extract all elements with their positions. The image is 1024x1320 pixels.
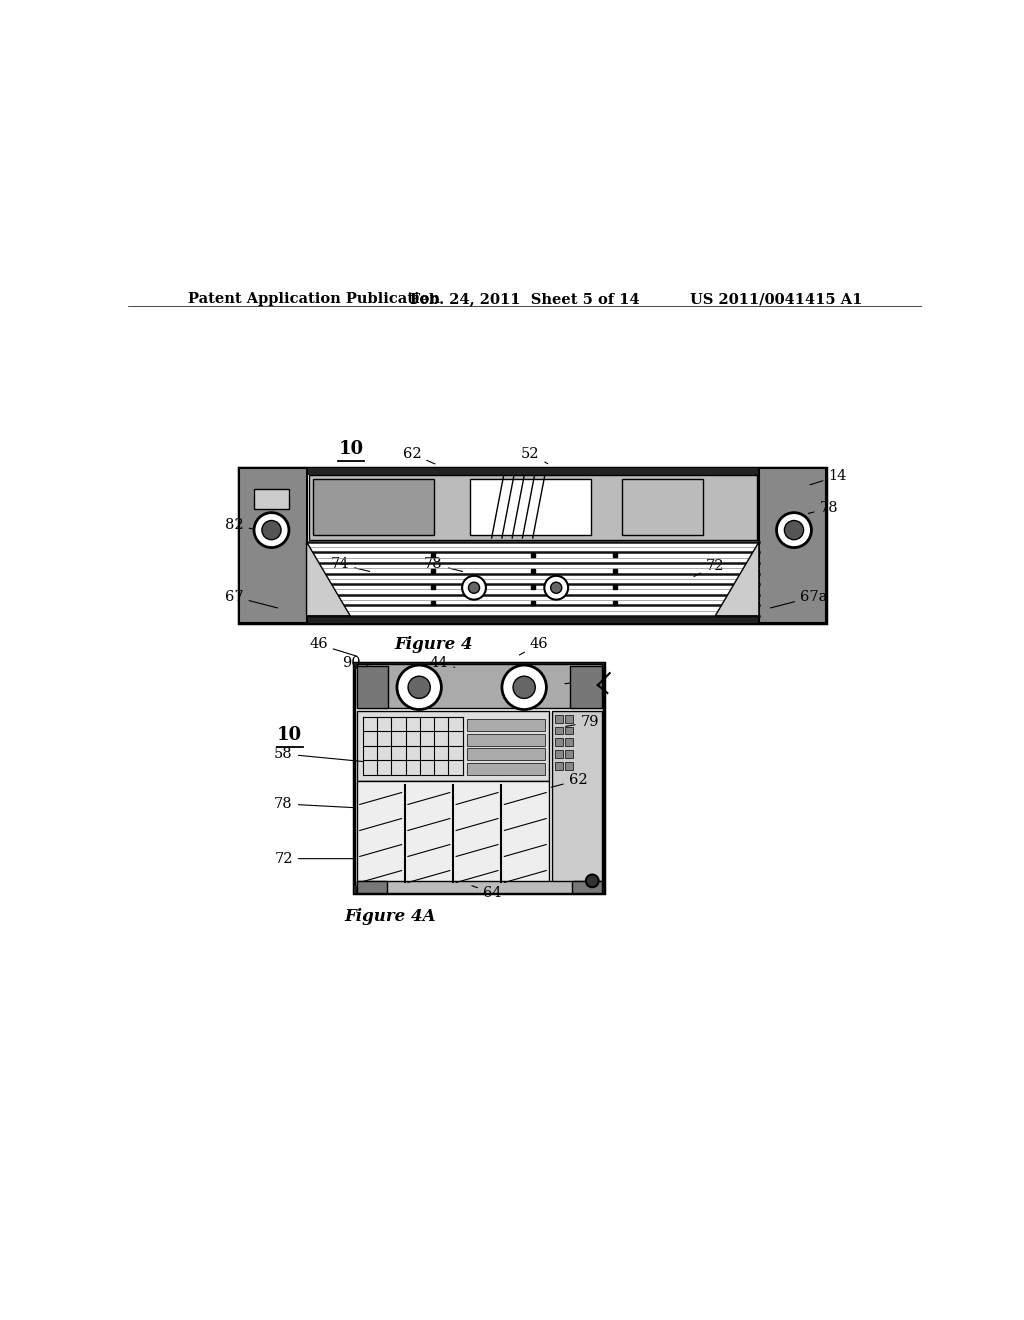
Bar bbox=[565, 750, 573, 758]
Circle shape bbox=[545, 576, 568, 599]
Text: 64: 64 bbox=[472, 886, 502, 900]
Text: 78: 78 bbox=[424, 557, 463, 572]
Text: 90: 90 bbox=[342, 656, 375, 669]
Text: 14: 14 bbox=[810, 469, 847, 484]
Bar bbox=[565, 726, 573, 734]
Text: Figure 4A: Figure 4A bbox=[344, 908, 435, 925]
Circle shape bbox=[586, 875, 599, 887]
Text: Patent Application Publication: Patent Application Publication bbox=[187, 292, 439, 306]
Bar bbox=[240, 469, 826, 623]
Bar bbox=[555, 738, 563, 746]
Text: 52: 52 bbox=[521, 447, 548, 463]
Text: 10: 10 bbox=[278, 726, 302, 743]
Circle shape bbox=[776, 512, 811, 548]
Text: 62: 62 bbox=[551, 774, 588, 787]
Bar bbox=[623, 479, 702, 535]
Bar bbox=[240, 469, 826, 475]
Bar bbox=[759, 469, 826, 623]
Bar bbox=[467, 719, 546, 731]
Bar bbox=[470, 479, 591, 535]
Text: Feb. 24, 2011  Sheet 5 of 14: Feb. 24, 2011 Sheet 5 of 14 bbox=[410, 292, 640, 306]
Text: 67: 67 bbox=[225, 590, 278, 609]
Text: 78: 78 bbox=[274, 797, 355, 810]
Bar bbox=[356, 664, 602, 708]
Text: 78: 78 bbox=[808, 500, 838, 515]
Text: 44: 44 bbox=[430, 656, 455, 669]
Text: 82: 82 bbox=[225, 519, 272, 533]
Bar bbox=[555, 726, 563, 734]
Bar bbox=[565, 738, 573, 746]
Circle shape bbox=[551, 582, 562, 593]
Circle shape bbox=[254, 512, 289, 548]
Text: 74: 74 bbox=[331, 557, 370, 572]
Bar bbox=[555, 714, 563, 722]
Text: 79: 79 bbox=[565, 715, 599, 729]
Bar bbox=[467, 734, 546, 746]
Bar bbox=[467, 763, 546, 775]
Circle shape bbox=[262, 520, 281, 540]
Polygon shape bbox=[306, 543, 350, 616]
Bar bbox=[356, 882, 387, 892]
Bar bbox=[354, 887, 604, 892]
Bar bbox=[313, 479, 434, 535]
Text: 58: 58 bbox=[274, 747, 364, 762]
Bar bbox=[565, 762, 573, 770]
Circle shape bbox=[408, 676, 430, 698]
Text: 10: 10 bbox=[338, 440, 364, 458]
Bar bbox=[555, 750, 563, 758]
Text: 72: 72 bbox=[694, 558, 725, 577]
Polygon shape bbox=[715, 543, 759, 616]
Text: 62: 62 bbox=[402, 447, 435, 463]
Circle shape bbox=[784, 520, 804, 540]
Circle shape bbox=[397, 665, 441, 710]
Bar bbox=[356, 710, 550, 781]
Bar bbox=[354, 663, 604, 669]
Bar bbox=[467, 748, 546, 760]
Text: 46: 46 bbox=[309, 638, 357, 656]
Circle shape bbox=[468, 582, 479, 593]
Circle shape bbox=[513, 676, 536, 698]
Bar bbox=[240, 469, 306, 623]
Bar bbox=[254, 488, 290, 508]
Text: 64: 64 bbox=[565, 675, 598, 688]
Bar bbox=[356, 882, 602, 892]
Circle shape bbox=[462, 576, 486, 599]
Bar bbox=[571, 882, 602, 892]
Bar bbox=[552, 710, 602, 887]
Bar bbox=[555, 762, 563, 770]
Bar bbox=[356, 781, 550, 887]
Bar bbox=[354, 663, 604, 892]
Text: Figure 4: Figure 4 bbox=[394, 636, 473, 653]
Text: US 2011/0041415 A1: US 2011/0041415 A1 bbox=[690, 292, 862, 306]
Text: 67a: 67a bbox=[770, 590, 827, 609]
Text: 46: 46 bbox=[519, 638, 549, 655]
Bar bbox=[309, 475, 757, 540]
Bar bbox=[570, 665, 602, 708]
Bar bbox=[356, 665, 388, 708]
Circle shape bbox=[502, 665, 547, 710]
Bar bbox=[240, 616, 826, 623]
Text: 72: 72 bbox=[274, 851, 355, 866]
Bar bbox=[565, 714, 573, 722]
